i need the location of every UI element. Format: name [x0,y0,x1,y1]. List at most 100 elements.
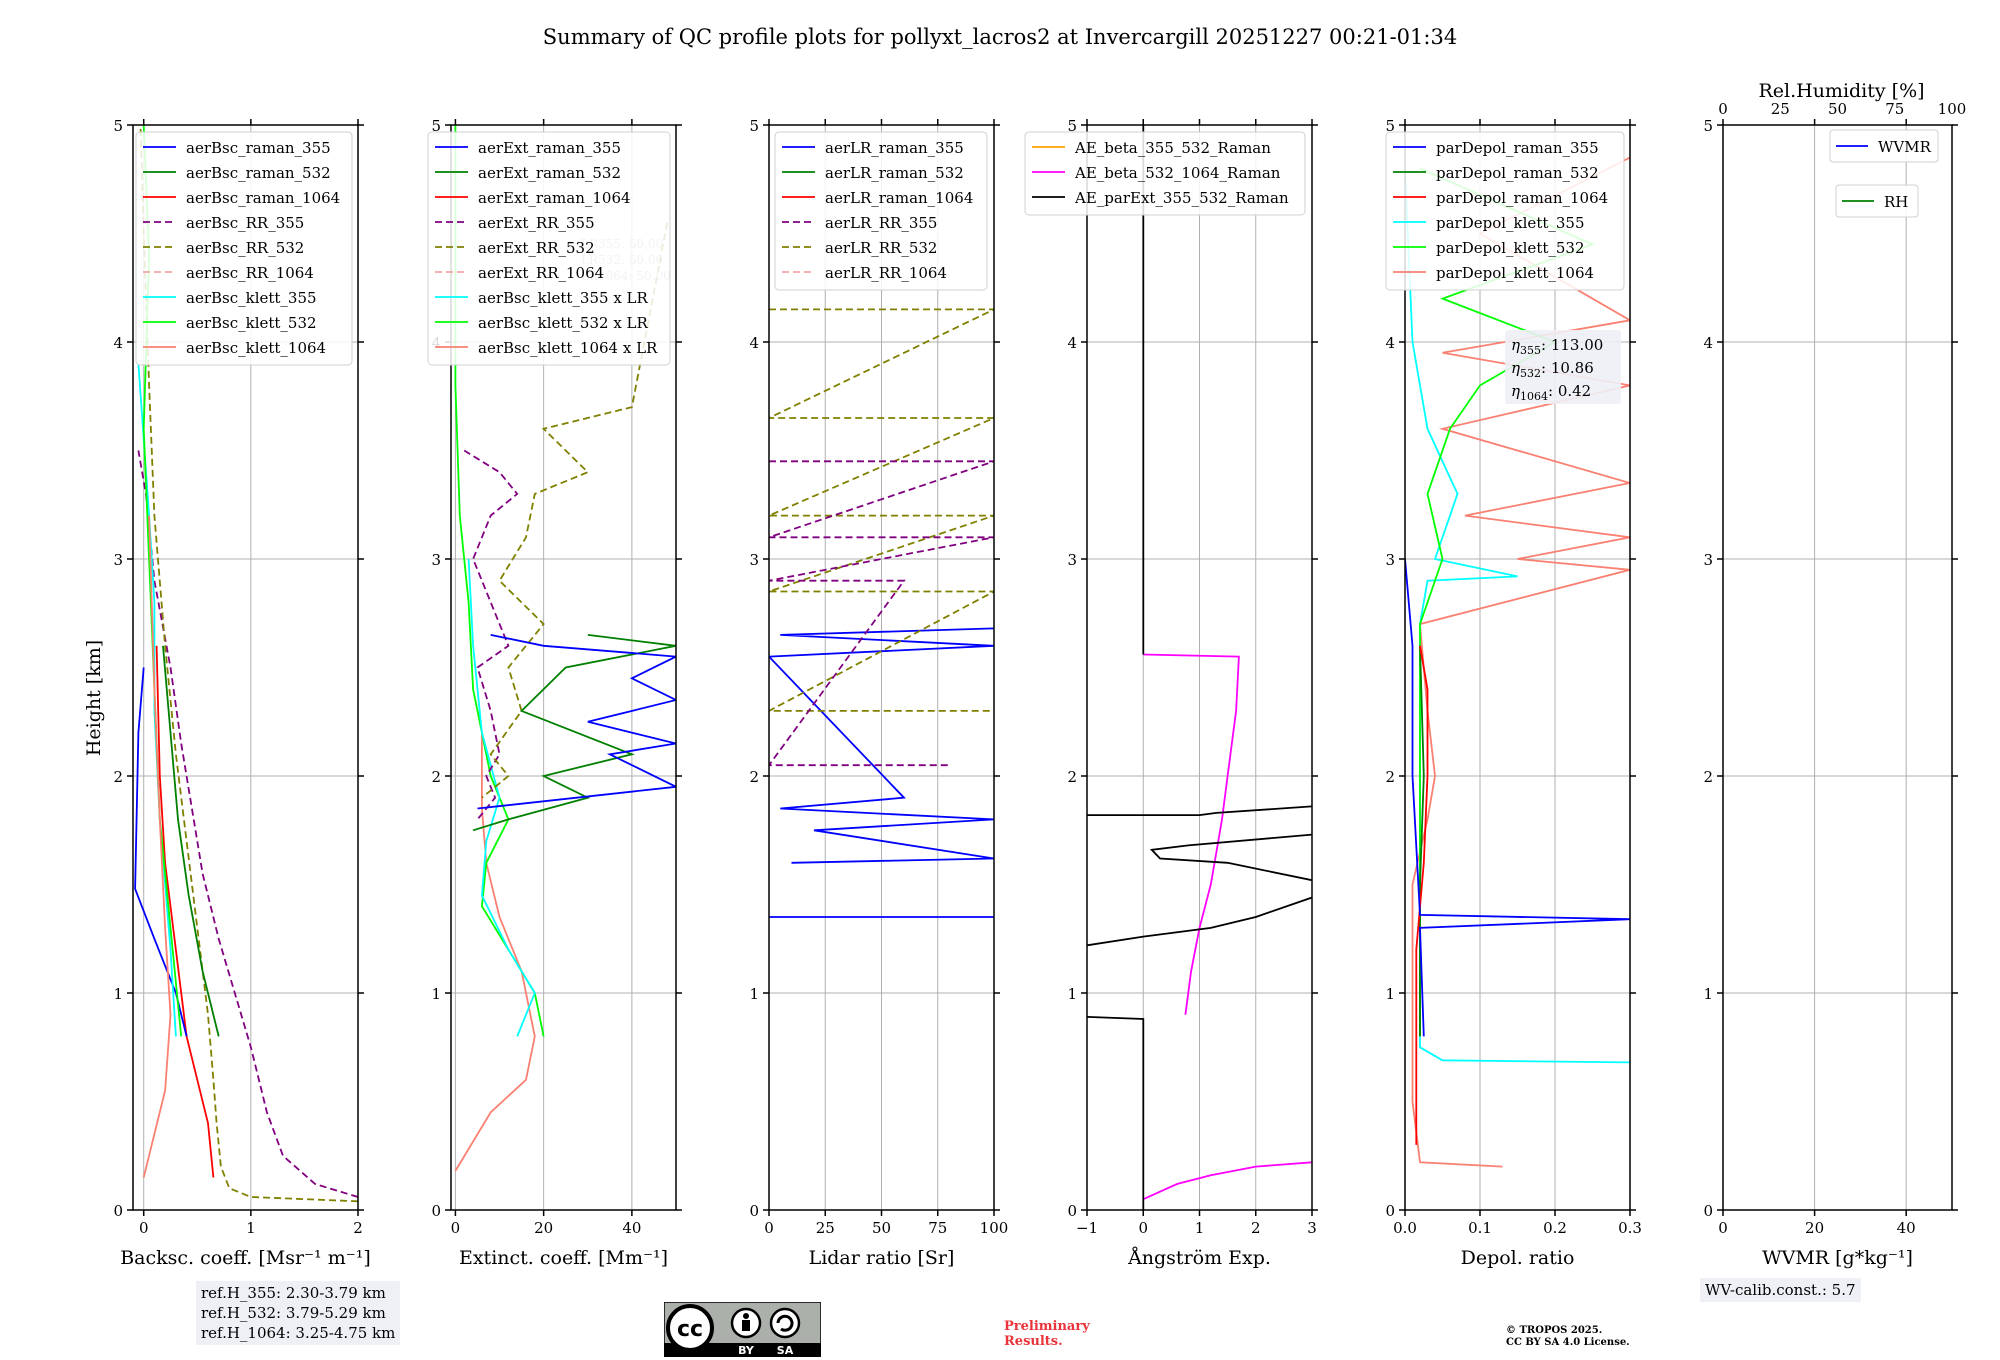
x-tick-label: 1 [1195,1219,1205,1237]
x-tick-label: 0.3 [1618,1219,1642,1237]
eta-line: η532: 10.86 [1511,359,1594,380]
eta-value: : 113.00 [1541,336,1603,354]
legend: WVMR RH [1829,129,1939,218]
legend-box [135,131,353,366]
chart-panel-2: 01234502040Extinct. coeff. [Mm⁻¹]LR355: … [427,117,682,1269]
x-axis-label: Depol. ratio [1461,1247,1575,1269]
top-tick-label: 0 [1718,100,1728,118]
legend: AE_beta_355_532_Raman AE_beta_532_1064_Ra… [1024,131,1306,216]
y-tick-label: 1 [1385,985,1395,1003]
legend-box [774,131,988,291]
legend-entry: aerBsc_klett_1064 [186,339,326,357]
top-tick-label: 100 [1938,100,1967,118]
cc-text: cc [677,1317,703,1342]
y-tick-label: 2 [113,768,123,786]
series-line-AE_parExt_355_532_Raman_loop [1149,833,1312,882]
legend-entry: aerBsc_klett_355 x LR [478,289,649,307]
legend-entry: aerBsc_RR_1064 [186,264,314,282]
series-line-aerExt_raman_532 [472,634,676,832]
x-tick-label: 0 [764,1219,774,1237]
copyright-line-1: © TROPOS 2025. [1506,1325,1603,1336]
y-tick-label: 4 [1703,334,1713,352]
x-tick-label: 1 [246,1219,256,1237]
legend-entry: aerBsc_klett_355 [186,289,317,307]
x-tick-label: 0 [1138,1219,1148,1237]
legend-entry: AE_beta_355_532_Raman [1074,139,1271,157]
legend-entry: aerBsc_klett_532 [186,314,317,332]
x-tick-label: 3 [1307,1219,1317,1237]
series-line-aerExt_raman_355 [477,634,676,810]
x-tick-label: 0 [451,1219,461,1237]
y-tick-label: 1 [1067,985,1077,1003]
x-tick-label: 0 [139,1219,149,1237]
y-tick-label: 0 [1067,1202,1077,1220]
preliminary-line-1: Preliminary [1004,1319,1090,1334]
axes-frame [450,124,677,1211]
legend-entry: RH [1884,193,1908,211]
y-tick-label: 3 [1703,551,1713,569]
series-line-aerExt_RR_532 [481,222,669,799]
legend-entry: parDepol_raman_532 [1436,164,1599,182]
y-tick-label: 0 [1703,1202,1713,1220]
series-line-AE_beta_532_1064_Raman_upper [1143,653,1240,1015]
y-tick-label: 5 [431,117,441,135]
series-line-parDepol_klett_1064 [1411,156,1630,1168]
y-tick-label: 3 [1385,551,1395,569]
chart-panel-5: 0 1 2 3 4 5 0.0 0.1 0.2 0.3 Depol. ratio parDepol_r… [1385,117,1641,1269]
eta-subscript: 355 [1520,344,1541,357]
annotation-box [1505,330,1621,404]
legend-entry: aerBsc_RR_355 [186,214,304,232]
legend: aerBsc_raman_355 aerBsc_raman_532 aerBsc_r… [135,131,353,366]
legend-entry: aerExt_raman_1064 [478,189,631,207]
legend-entry: parDepol_klett_355 [1436,214,1585,232]
eta-value: : 0.42 [1548,382,1591,400]
legend-entry: AE_parExt_355_532_Raman [1074,189,1289,207]
x-tick-label: 100 [980,1219,1009,1237]
x-axis-label: WVMR [g*kg⁻¹] [1762,1247,1913,1269]
y-tick-label: 5 [749,117,759,135]
preliminary-note: Preliminary Results. [1004,1319,1090,1349]
series-line-AE_beta_532_1064_Raman [1142,1161,1312,1201]
legend-entry: aerBsc_RR_532 [186,239,304,257]
legend-entry: parDepol_klett_1064 [1436,264,1594,282]
cc-by-sa-badge: cc BY SA [664,1302,821,1357]
legend-entry: aerLR_raman_1064 [825,189,973,207]
legend-entry: aerBsc_raman_532 [186,164,331,182]
legend-entry: aerBsc_raman_1064 [186,189,340,207]
series-line-aerBsc_klett_355 x LR [467,558,536,1037]
series-group [1405,156,1630,1168]
series-group [1087,125,1312,1210]
series-line-AE_parExt_355_532_Raman_mid [1087,896,1312,947]
legend-entry: aerExt_RR_355 [478,214,595,232]
x-tick-label: 40 [622,1219,641,1237]
series-line-aerLR_RR_532 [769,308,994,712]
series-line-aerBsc_raman_532 [162,645,220,1037]
y-tick-label: 3 [113,551,123,569]
x-tick-label: 20 [534,1219,553,1237]
x-axis-label: Backsc. coeff. [Msr⁻¹ m⁻¹] [120,1247,371,1269]
y-tick-label: 4 [113,334,123,352]
series-line-aerLR_raman_355_band [769,627,994,864]
series-line-aerBsc_RR_532 [139,125,358,1203]
y-tick-label: 1 [749,985,759,1003]
eta-symbol: η [1511,359,1520,377]
x-tick-label: 75 [928,1219,947,1237]
y-tick-label: 1 [113,985,123,1003]
legend-box [1385,131,1625,291]
y-tick-label: 5 [1067,117,1077,135]
ref-height-532: ref.H_532: 3.79-5.29 km [201,1304,386,1322]
x-tick-label: 2 [1251,1219,1261,1237]
sa-icon [769,1307,801,1339]
legend-entry: aerExt_raman_532 [478,164,621,182]
x-axis-label: Ångström Exp. [1127,1247,1271,1269]
y-tick-label: 2 [431,768,441,786]
y-tick-label: 3 [1067,551,1077,569]
legend: aerExt_raman_355 aerExt_raman_532 aerExt_r… [427,131,671,366]
wv-calib-box: WV-calib.const.: 5.7 [1700,1278,1861,1302]
series-group [769,308,994,918]
copyright-line-2: CC BY SA 4.0 License. [1506,1337,1630,1348]
y-tick-label: 2 [749,768,759,786]
